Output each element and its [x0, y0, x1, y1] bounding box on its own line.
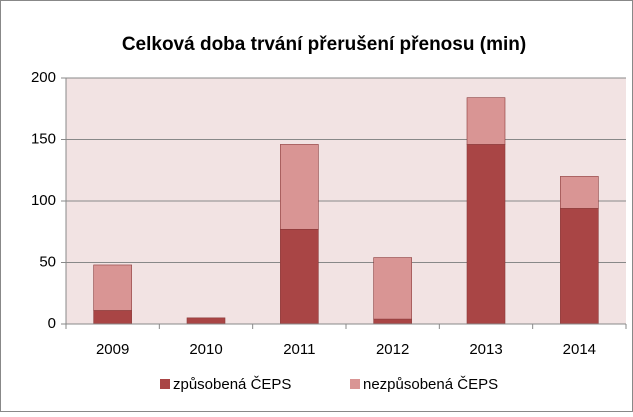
x-tick-label: 2013: [469, 341, 502, 358]
x-tick-label: 2010: [189, 341, 222, 358]
legend-swatch: [160, 379, 170, 389]
y-tick-label: 50: [39, 253, 56, 270]
chart-title: Celková doba trvání přerušení přenosu (m…: [122, 34, 526, 55]
x-tick-label: 2009: [96, 341, 129, 358]
legend-label: způsobená ČEPS: [173, 376, 291, 393]
y-tick-label: 0: [48, 315, 56, 332]
legend-label: nezpůsobená ČEPS: [363, 376, 498, 393]
x-tick-label: 2011: [283, 341, 315, 358]
x-tick-label: 2012: [376, 341, 409, 358]
y-tick-label: 200: [31, 69, 56, 86]
bar-segment: [93, 310, 132, 325]
bar-segment: [373, 257, 412, 320]
bar-segment: [280, 144, 319, 230]
bar-segment: [373, 318, 412, 325]
bar-segment: [466, 144, 506, 325]
bar-segment: [186, 317, 226, 325]
bar-segment: [280, 228, 319, 325]
bar-segment: [560, 208, 599, 325]
bar-segment: [93, 264, 132, 311]
bar-segment: [560, 176, 599, 209]
y-tick-label: 150: [31, 130, 56, 147]
y-tick-label: 100: [31, 192, 56, 209]
x-tick-label: 2014: [563, 341, 596, 358]
legend-swatch: [350, 379, 360, 389]
bar-segment: [466, 97, 506, 145]
